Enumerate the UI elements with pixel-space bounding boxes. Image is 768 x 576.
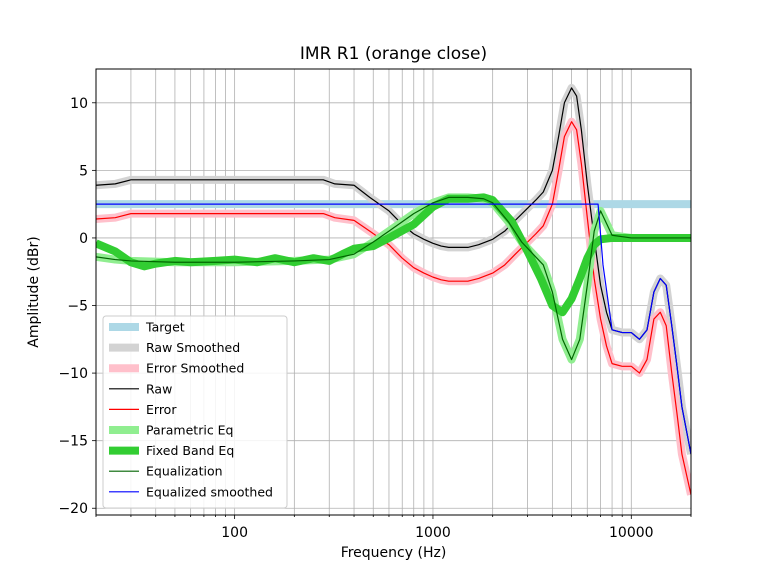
- legend-label: Fixed Band Eq: [146, 443, 234, 458]
- legend-label: Parametric Eq: [146, 423, 234, 438]
- y-tick-label: 10: [70, 96, 88, 112]
- legend-box: [102, 315, 288, 509]
- legend-label: Equalized smoothed: [146, 484, 273, 499]
- legend-label: Raw: [146, 381, 172, 396]
- x-axis-label: Frequency (Hz): [341, 545, 447, 561]
- legend: Target Raw Smoothed Error Smoothed Raw Error…: [102, 315, 288, 509]
- y-tick-label: 5: [79, 163, 88, 179]
- series-line-error: [96, 121, 691, 495]
- y-tick-label: −20: [58, 501, 88, 517]
- series-line-equalized-smoothed: [96, 203, 691, 455]
- y-tick-label: −5: [67, 299, 88, 315]
- y-axis-label: Amplitude (dBr): [26, 236, 42, 347]
- series-layer: [96, 83, 691, 496]
- x-tick-label: 1000: [415, 525, 451, 541]
- x-tick-label: 10000: [609, 525, 654, 541]
- legend-label: Error Smoothed: [146, 361, 244, 376]
- y-tick-label: −15: [58, 434, 88, 450]
- chart-title: IMR R1 (orange close): [300, 44, 487, 64]
- plot-frame: [95, 68, 692, 516]
- x-tick-label: 100: [221, 525, 248, 541]
- legend-label: Raw Smoothed: [146, 340, 240, 355]
- legend-label: Target: [145, 320, 185, 335]
- y-tick-label: −10: [58, 366, 88, 382]
- y-tick-label: 0: [79, 231, 88, 247]
- legend-label: Error: [146, 402, 177, 417]
- legend-label: Equalization: [146, 464, 223, 479]
- axis-ticks: 10 5 0 −5 −10 −15 −20 100 1000 10000: [58, 96, 692, 541]
- series-line-equalization: [96, 196, 691, 361]
